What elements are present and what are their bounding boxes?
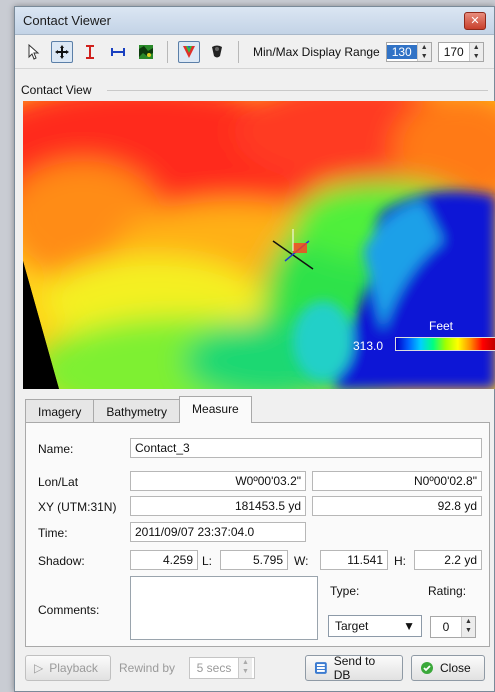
- type-value: Target: [335, 619, 369, 633]
- name-input[interactable]: Contact_3: [130, 438, 482, 458]
- pan-cross-icon[interactable]: [51, 40, 73, 63]
- xy-label: XY (UTM:31N): [38, 500, 117, 514]
- toolbar-separator: [167, 40, 168, 63]
- vertical-measure-icon[interactable]: [79, 41, 101, 63]
- length-field: 5.795: [220, 550, 288, 570]
- spinner-arrows-icon[interactable]: ▲ ▼: [468, 42, 483, 61]
- close-label: Close: [440, 661, 471, 675]
- shadow-field: 4.259: [130, 550, 198, 570]
- rating-value[interactable]: 0: [442, 620, 450, 634]
- check-icon: [421, 662, 433, 674]
- send-to-db-label: Send to DB: [333, 654, 376, 682]
- shadow-label: Shadow:: [38, 554, 85, 568]
- spinner-arrows-icon[interactable]: ▲ ▼: [461, 617, 475, 637]
- contact-view-label: Contact View: [21, 83, 96, 97]
- rating-spinner[interactable]: 0 ▲ ▼: [430, 616, 476, 638]
- width-field: 11.541: [320, 550, 388, 570]
- type-select[interactable]: Target ▼: [328, 615, 422, 637]
- tab-bathymetry[interactable]: Bathymetry: [93, 399, 181, 423]
- width-label: W:: [294, 554, 309, 568]
- contact-view-canvas[interactable]: Feet 313.0: [23, 101, 495, 389]
- range-min-spinner[interactable]: 130 ▲ ▼: [385, 41, 432, 62]
- crosshair: [272, 229, 314, 270]
- rewind-value[interactable]: 5 secs: [196, 661, 232, 675]
- database-icon: [314, 662, 327, 674]
- pointer-icon[interactable]: [23, 41, 45, 63]
- range-max-spinner[interactable]: 170 ▲ ▼: [437, 41, 484, 62]
- window-close-icon[interactable]: ✕: [464, 11, 486, 30]
- rating-label: Rating:: [428, 584, 467, 598]
- texture-map-icon[interactable]: [135, 41, 157, 63]
- type-label: Type:: [330, 584, 360, 598]
- range-max-value[interactable]: 170: [443, 44, 464, 59]
- title-bar: Contact Viewer ✕: [15, 7, 494, 35]
- chevron-down-icon: ▼: [403, 619, 415, 633]
- length-label: L:: [202, 554, 213, 568]
- measure-panel: Name: Contact_3 Lon/Lat W0º00'03.2" N0º0…: [25, 422, 490, 647]
- shadow-shape-icon[interactable]: [206, 41, 228, 63]
- play-icon: ▷: [34, 661, 44, 675]
- time-field: 2011/09/07 23:37:04.0: [130, 522, 306, 542]
- comments-label: Comments:: [38, 603, 100, 617]
- scale-min-label: 313.0: [353, 339, 384, 353]
- group-divider: [107, 90, 488, 91]
- contact-viewer-window: Contact Viewer ✕ Min/Max Display Range 1…: [14, 6, 495, 692]
- rewind-spinner[interactable]: 5 secs ▲ ▼: [189, 657, 255, 679]
- toolbar-separator-2: [238, 40, 239, 63]
- tab-strip: Imagery Bathymetry Measure: [25, 396, 252, 423]
- close-button[interactable]: Close: [411, 655, 485, 681]
- lon-field: W0º00'03.2": [130, 471, 306, 491]
- rewind-label: Rewind by: [119, 661, 176, 675]
- x-field: 181453.5 yd: [130, 496, 306, 516]
- tab-imagery[interactable]: Imagery: [25, 399, 95, 423]
- color-scale-bar: [395, 337, 495, 351]
- toolbar: Min/Max Display Range 130 ▲ ▼ 170 ▲ ▼: [15, 35, 494, 69]
- name-label: Name:: [38, 442, 74, 456]
- send-to-db-button[interactable]: Send to DB: [305, 654, 403, 682]
- footer-bar: ▷ Playback Rewind by 5 secs ▲ ▼ Send to D…: [15, 654, 495, 685]
- comments-textarea[interactable]: [130, 576, 318, 640]
- playback-button[interactable]: ▷ Playback: [25, 655, 111, 681]
- playback-label: Playback: [49, 661, 98, 675]
- palette-icon[interactable]: [178, 40, 200, 63]
- time-label: Time:: [38, 526, 68, 540]
- tab-measure[interactable]: Measure: [179, 396, 252, 423]
- y-field: 92.8 yd: [312, 496, 482, 516]
- horizontal-measure-icon[interactable]: [107, 41, 129, 63]
- spinner-arrows-icon[interactable]: ▲ ▼: [416, 42, 431, 61]
- scale-unit-label: Feet: [429, 319, 454, 333]
- range-min-value[interactable]: 130: [386, 44, 417, 59]
- window-title: Contact Viewer: [23, 13, 111, 28]
- lonlat-label: Lon/Lat: [38, 475, 79, 489]
- height-field: 2.2 yd: [414, 550, 482, 570]
- range-label: Min/Max Display Range: [253, 44, 380, 59]
- height-label: H:: [394, 554, 406, 568]
- lat-field: N0º00'02.8": [312, 471, 482, 491]
- spinner-arrows-icon[interactable]: ▲ ▼: [238, 658, 252, 678]
